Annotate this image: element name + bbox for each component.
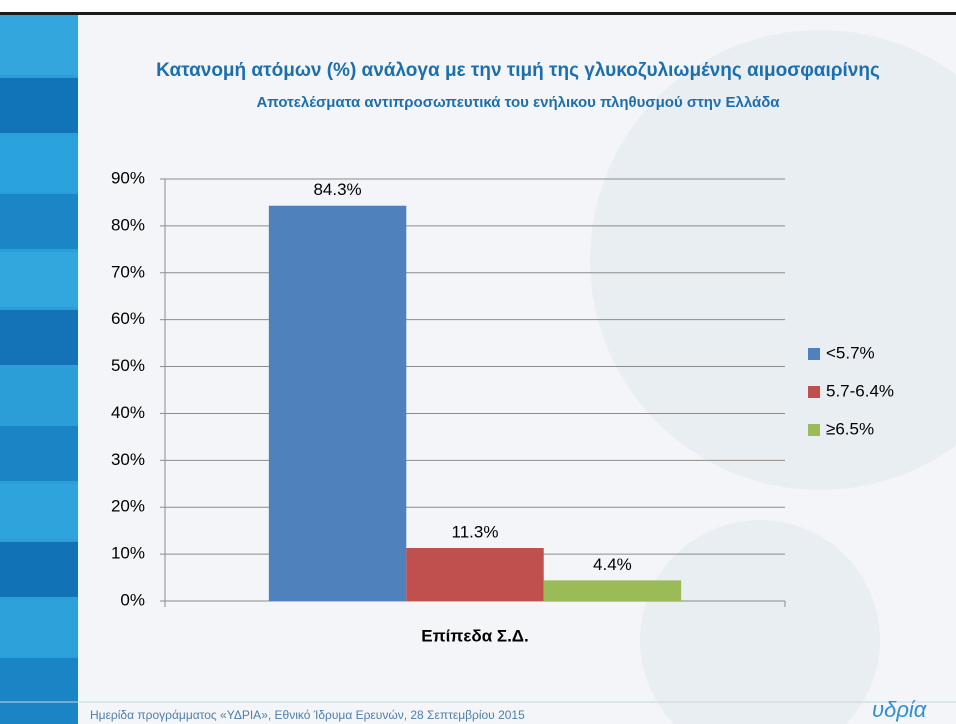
- legend-label: ≥6.5%: [826, 419, 874, 438]
- chart-title: Κατανομή ατόμων (%) ανάλογα με την τιμή …: [156, 60, 880, 81]
- legend-label: <5.7%: [826, 343, 875, 362]
- watermark: [590, 30, 956, 490]
- y-tick-label: 30%: [111, 450, 145, 469]
- y-tick-label: 80%: [111, 215, 145, 234]
- bar: [543, 580, 682, 601]
- legend-swatch: [808, 424, 820, 436]
- x-tick-label: Επίπεδα Σ.Δ.: [421, 626, 529, 645]
- data-label: 4.4%: [593, 555, 632, 574]
- watermark: [640, 520, 880, 724]
- legend-label: 5.7-6.4%: [826, 381, 894, 400]
- top-margin: [0, 0, 956, 12]
- footer: Ημερίδα προγράμματος «ΥΔΡΙΑ», Εθνικό Ίδρ…: [90, 708, 525, 722]
- y-tick-label: 70%: [111, 262, 145, 281]
- bar: [268, 205, 407, 601]
- left-stripe: [0, 15, 78, 724]
- y-tick-label: 10%: [111, 544, 145, 563]
- y-tick-label: 60%: [111, 309, 145, 328]
- y-tick-label: 50%: [111, 356, 145, 375]
- legend-swatch: [808, 348, 820, 360]
- y-tick-label: 20%: [111, 497, 145, 516]
- y-tick-label: 0%: [120, 590, 145, 609]
- legend-swatch: [808, 386, 820, 398]
- top-border: [0, 12, 956, 15]
- logo: υδρία: [872, 697, 928, 722]
- data-label: 11.3%: [452, 522, 499, 541]
- chart-subtitle: Αποτελέσματα αντιπροσωπευτικά του ενήλικ…: [256, 94, 780, 111]
- bar: [406, 548, 544, 601]
- y-tick-label: 90%: [111, 168, 145, 187]
- y-tick-label: 40%: [111, 403, 145, 422]
- data-label: 84.3%: [313, 180, 361, 199]
